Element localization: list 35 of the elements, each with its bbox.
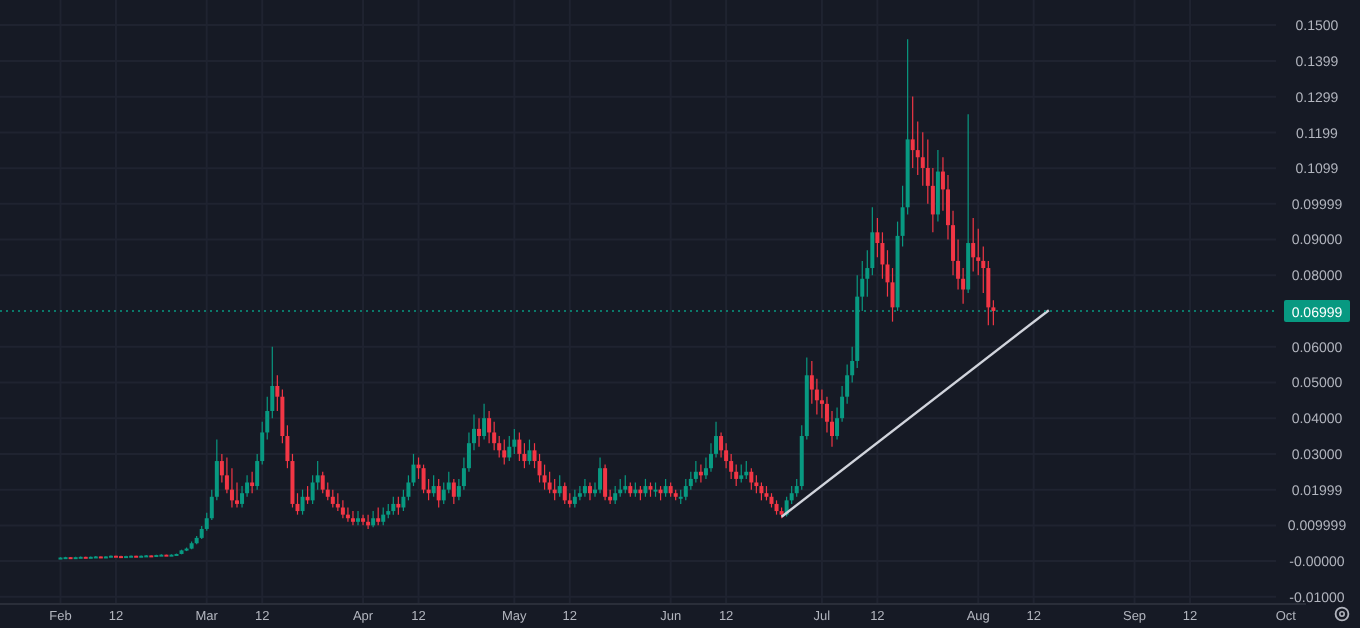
candlestick — [482, 403, 487, 441]
candlestick — [250, 471, 255, 494]
candlestick — [598, 456, 603, 494]
candlestick — [749, 467, 754, 491]
candlestick — [582, 478, 587, 498]
candlestick — [502, 439, 507, 466]
candlestick — [451, 478, 456, 505]
candlestick — [603, 464, 608, 501]
candlestick — [421, 464, 426, 494]
candlestick — [350, 510, 355, 526]
candlestick — [340, 499, 345, 519]
candlestick — [507, 435, 512, 462]
candlestick — [577, 485, 582, 501]
candlestick — [527, 439, 532, 466]
candlestick — [547, 471, 552, 494]
candlestick — [562, 481, 567, 505]
candlestick — [517, 431, 522, 462]
candlestick — [361, 514, 366, 526]
candlestick — [935, 149, 940, 223]
candlestick — [436, 478, 441, 509]
candlestick — [512, 428, 517, 455]
candlestick — [557, 474, 562, 498]
candlestick — [487, 410, 492, 444]
candlestick — [971, 217, 976, 273]
candlestick — [356, 510, 361, 526]
candlestick — [431, 474, 436, 498]
candlestick — [966, 113, 971, 294]
candlestick — [910, 95, 915, 169]
candlestick — [693, 460, 698, 484]
candlestick — [477, 417, 482, 448]
candlestick — [300, 489, 305, 516]
candlestick — [320, 471, 325, 494]
candlestick — [587, 481, 592, 501]
candlestick — [371, 510, 376, 528]
candlestick — [683, 478, 688, 501]
